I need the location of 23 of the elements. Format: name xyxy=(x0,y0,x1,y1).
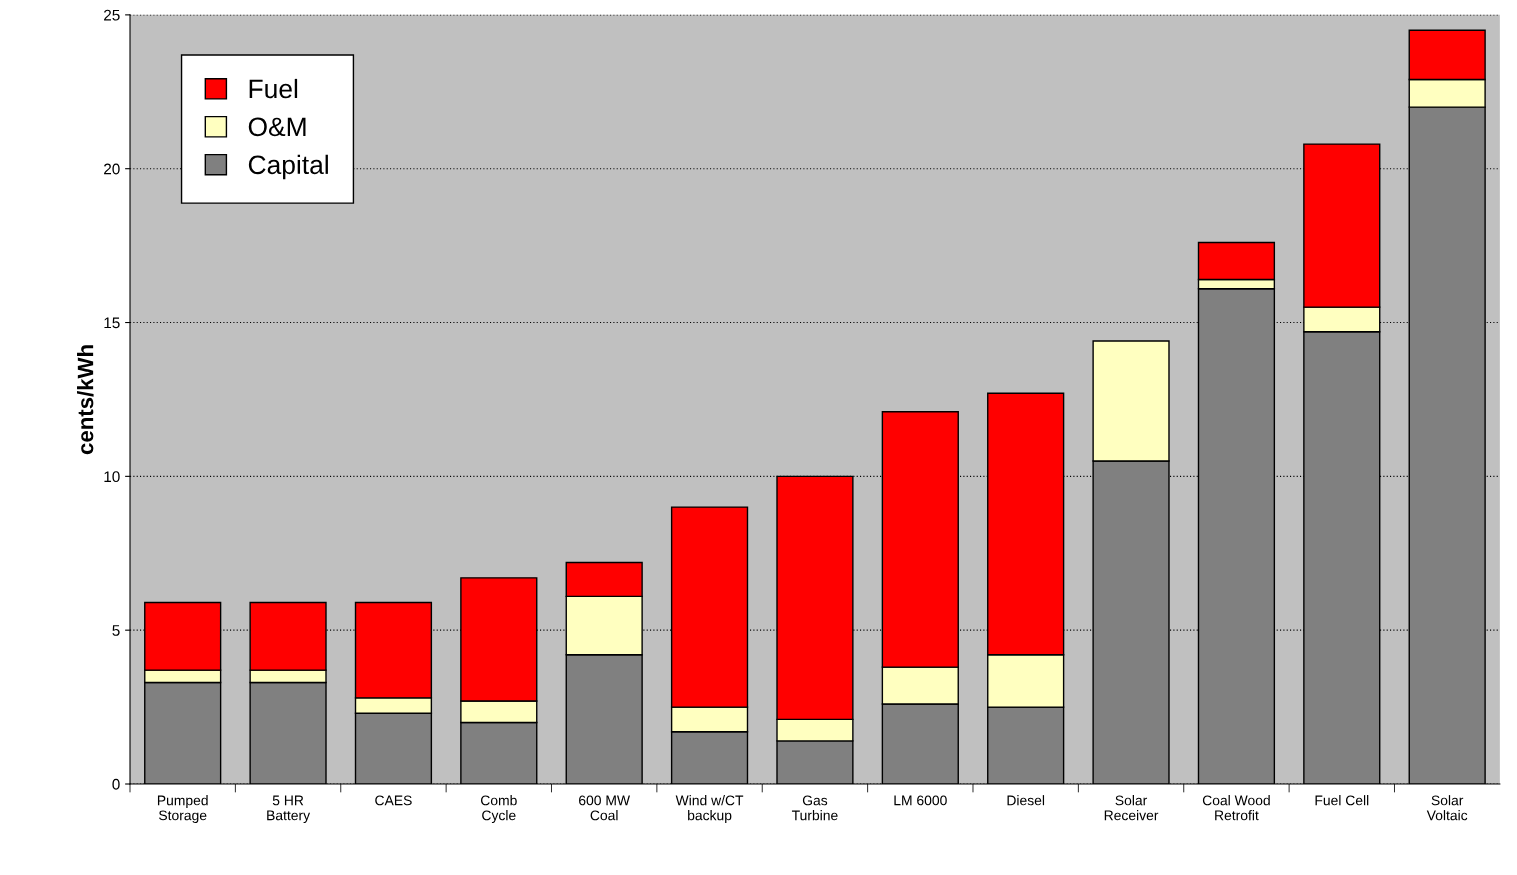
y-tick-label: 0 xyxy=(112,778,120,790)
x-tick-label: Gas Turbine xyxy=(791,795,838,821)
x-tick-label: Pumped Storage xyxy=(157,795,208,824)
y-tick-label: 10 xyxy=(104,471,120,483)
x-tick-label: Comb Cycle xyxy=(481,795,517,824)
x-tick-label: 5 HR Battery xyxy=(267,795,311,824)
y-axis-title: cents/kWh xyxy=(77,345,94,455)
x-tick-label: Diesel xyxy=(1007,795,1045,806)
y-tick-label: 5 xyxy=(112,625,120,636)
legend-label: Capital xyxy=(248,154,328,180)
x-tick-label: Fuel Cell xyxy=(1315,795,1369,806)
y-tick-label: 25 xyxy=(104,9,120,21)
legend-label: O&M xyxy=(248,117,306,137)
x-tick-label: LM 6000 xyxy=(894,795,947,806)
x-tick-label: 600 MW Coal xyxy=(579,795,630,821)
legend-label: Fuel xyxy=(249,78,298,99)
y-tick-label: 15 xyxy=(104,317,120,329)
x-tick-label: CAES xyxy=(375,795,412,806)
x-tick-label: Solar Voltaic xyxy=(1426,795,1468,821)
x-tick-label: Wind w/CT backup xyxy=(675,795,744,824)
x-tick-label: Coal Wood Retrofit xyxy=(1202,795,1270,821)
x-tick-label: Solar Receiver xyxy=(1104,795,1159,821)
y-tick-label: 20 xyxy=(104,163,120,175)
